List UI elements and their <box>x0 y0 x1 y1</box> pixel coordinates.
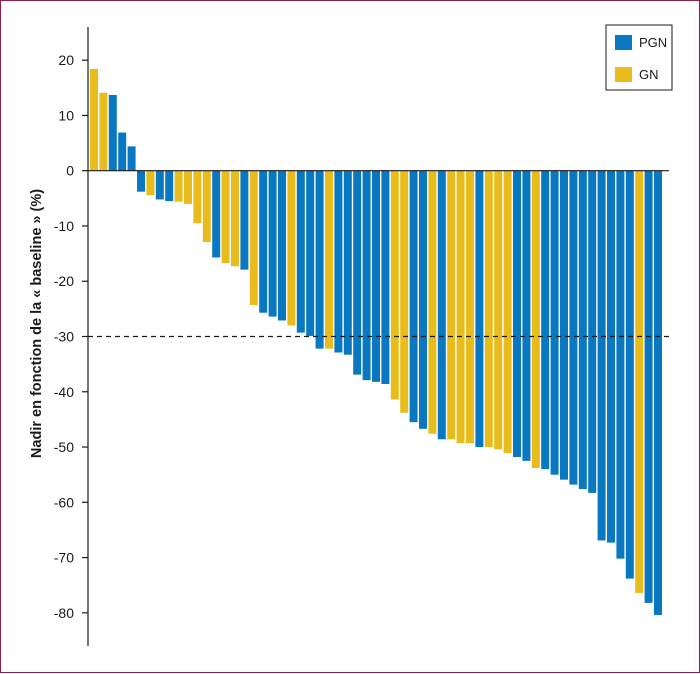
bar-gn <box>484 170 493 448</box>
bar-pgn <box>306 170 315 336</box>
bar-pgn <box>560 170 568 480</box>
bar-gn <box>494 170 503 450</box>
bar-gn <box>249 170 258 305</box>
bar-gn <box>447 170 456 440</box>
bar-gn <box>400 170 409 413</box>
y-axis-label: Nadir en fonction de la « baseline » (%) <box>29 189 45 458</box>
bar-pgn <box>625 170 634 579</box>
y-tick-label: -80 <box>54 605 74 621</box>
y-tick-label: -70 <box>54 550 74 566</box>
bar-pgn <box>597 170 606 541</box>
bar-gn <box>231 170 239 267</box>
y-tick-label: -10 <box>54 218 74 234</box>
bar-pgn <box>212 170 221 258</box>
bar-gn <box>428 170 437 434</box>
bar-pgn <box>362 170 371 381</box>
bar-gn <box>635 170 644 593</box>
bar-pgn <box>588 170 597 493</box>
bar-pgn <box>522 170 531 461</box>
bar-pgn <box>550 170 559 475</box>
legend-label-gn: GN <box>639 67 659 82</box>
bar-gn <box>390 170 399 400</box>
bar-gn <box>202 170 211 242</box>
bar-pgn <box>353 170 362 375</box>
legend-swatch-pgn <box>615 35 632 50</box>
bar-gn <box>146 170 155 196</box>
bar-pgn <box>315 170 324 349</box>
bar-pgn <box>569 170 578 485</box>
legend-label-pgn: PGN <box>639 35 667 50</box>
bar-pgn <box>268 170 277 317</box>
bar-gn <box>99 92 108 171</box>
y-tick-label: 10 <box>58 107 74 123</box>
bar-pgn <box>108 94 117 171</box>
bar-gn <box>184 170 192 204</box>
bar-pgn <box>118 132 127 171</box>
bar-gn <box>325 170 333 349</box>
y-tick-label: 20 <box>58 52 74 68</box>
bar-gn <box>287 170 296 326</box>
bar-gn <box>466 170 474 444</box>
bar-pgn <box>644 170 653 603</box>
bar-pgn <box>409 170 418 423</box>
bar-pgn <box>578 170 587 490</box>
bar-gn <box>193 170 202 224</box>
bar-pgn <box>343 170 352 355</box>
y-tick-label: -40 <box>54 384 74 400</box>
bar-pgn <box>513 170 521 457</box>
y-tick-label: -30 <box>54 329 74 345</box>
y-tick-label: 0 <box>66 163 74 179</box>
y-tick-label: -60 <box>54 494 74 510</box>
legend: PGN GN <box>605 24 673 91</box>
bar-pgn <box>437 170 446 440</box>
y-tick-label: -20 <box>54 273 74 289</box>
bar-pgn <box>296 170 305 333</box>
bar-pgn <box>165 170 174 202</box>
bar-pgn <box>372 170 380 382</box>
bar-gn <box>174 170 183 202</box>
bar-gn <box>456 170 465 444</box>
bar-pgn <box>334 170 343 353</box>
bar-pgn <box>419 170 427 429</box>
bar-pgn <box>240 170 249 270</box>
bars-group <box>90 69 662 616</box>
bar-pgn <box>381 170 390 385</box>
legend-swatch-gn <box>615 67 632 82</box>
bar-gn <box>221 170 230 263</box>
bar-pgn <box>541 170 550 470</box>
bar-pgn <box>607 170 615 543</box>
bar-pgn <box>475 170 484 448</box>
y-tick-label: -50 <box>54 439 74 455</box>
bar-pgn <box>654 170 662 616</box>
bar-pgn <box>259 170 268 313</box>
bar-pgn <box>127 146 136 171</box>
y-axis-ticks: 20 10 0 -10 -20 -30 -40 -50 -60 -70 -80 <box>54 52 88 621</box>
bar-gn <box>503 170 512 454</box>
bar-pgn <box>616 170 625 559</box>
bar-pgn <box>137 170 145 192</box>
bar-gn <box>90 69 98 171</box>
bar-pgn <box>155 170 164 200</box>
bar-pgn <box>278 170 286 321</box>
bar-gn <box>531 170 540 469</box>
